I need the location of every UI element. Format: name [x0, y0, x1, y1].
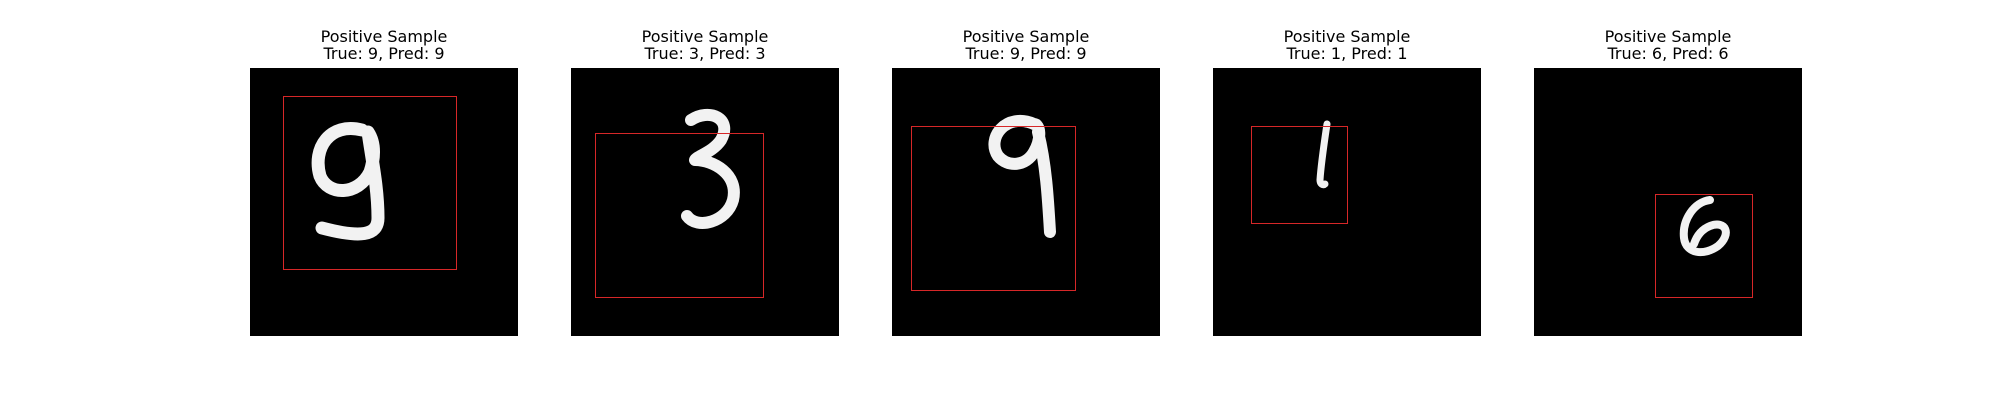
bounding-box [911, 126, 1076, 291]
digit-image [1213, 68, 1481, 336]
digit-6-drawing [1679, 196, 1730, 257]
title-line: Positive Sample [1604, 27, 1732, 46]
digit-9-drawing [311, 122, 385, 241]
digit-image [1534, 68, 1802, 336]
subtitle-line: True: 6, Pred: 6 [1607, 44, 1729, 63]
title-line: Positive Sample [320, 27, 448, 46]
panel-title: Positive Sample True: 9, Pred: 9 [832, 28, 1220, 62]
panel-title: Positive Sample True: 1, Pred: 1 [1153, 28, 1541, 62]
bounding-box [1655, 194, 1753, 298]
panel-title: Positive Sample True: 6, Pred: 6 [1474, 28, 1862, 62]
subtitle-line: True: 3, Pred: 3 [644, 44, 766, 63]
digit-image [250, 68, 518, 336]
bounding-box [283, 96, 457, 270]
title-line: Positive Sample [962, 27, 1090, 46]
bounding-box [1251, 126, 1348, 224]
digit-image [892, 68, 1160, 336]
subtitle-line: True: 1, Pred: 1 [1286, 44, 1408, 63]
title-line: Positive Sample [1283, 27, 1411, 46]
digit-image [571, 68, 839, 336]
digit-3-drawing [681, 108, 740, 229]
title-line: Positive Sample [641, 27, 769, 46]
panel-title: Positive Sample True: 3, Pred: 3 [511, 28, 899, 62]
bounding-box [595, 133, 764, 298]
panel-title: Positive Sample True: 9, Pred: 9 [190, 28, 578, 62]
digit-1-drawing [1316, 120, 1331, 189]
subtitle-line: True: 9, Pred: 9 [323, 44, 445, 63]
subtitle-line: True: 9, Pred: 9 [965, 44, 1087, 63]
